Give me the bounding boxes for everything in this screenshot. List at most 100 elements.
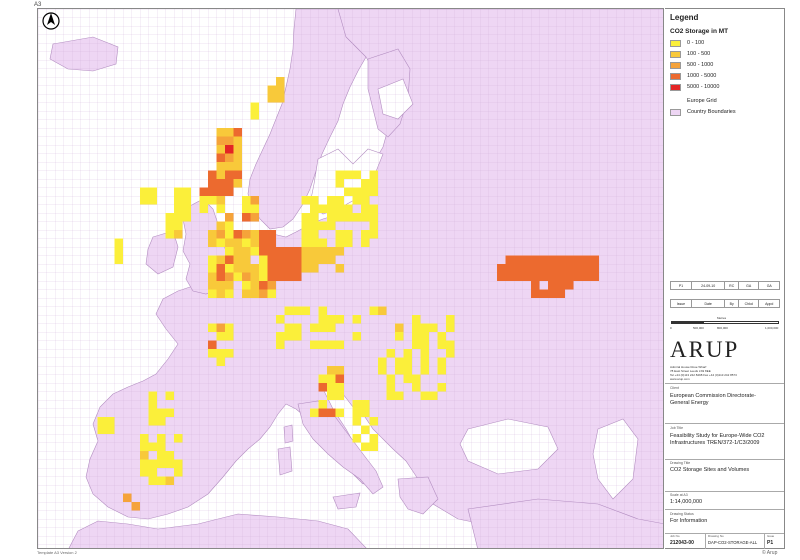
storage-cell[interactable] xyxy=(327,196,336,205)
storage-cell[interactable] xyxy=(318,238,328,248)
storage-cell[interactable] xyxy=(548,289,557,299)
storage-cell[interactable] xyxy=(344,204,353,214)
storage-cell[interactable] xyxy=(531,255,540,265)
storage-cell[interactable] xyxy=(318,374,328,384)
storage-cell[interactable] xyxy=(573,255,583,265)
storage-cell[interactable] xyxy=(208,264,217,273)
storage-cell[interactable] xyxy=(276,272,285,282)
storage-cell[interactable] xyxy=(242,264,251,273)
storage-cell[interactable] xyxy=(318,323,328,333)
storage-cell[interactable] xyxy=(225,332,234,341)
storage-cell[interactable] xyxy=(225,187,234,197)
storage-cell[interactable] xyxy=(327,221,336,231)
storage-cell[interactable] xyxy=(250,111,260,120)
storage-cell[interactable] xyxy=(361,187,370,197)
storage-cell[interactable] xyxy=(267,264,277,273)
storage-cell[interactable] xyxy=(165,451,175,460)
storage-cell[interactable] xyxy=(208,349,217,358)
storage-cell[interactable] xyxy=(582,264,591,273)
storage-cell[interactable] xyxy=(225,153,234,163)
storage-cell[interactable] xyxy=(310,230,319,239)
storage-cell[interactable] xyxy=(276,94,285,103)
storage-cell[interactable] xyxy=(208,255,217,265)
storage-cell[interactable] xyxy=(259,255,268,265)
storage-cell[interactable] xyxy=(301,221,311,231)
storage-cell[interactable] xyxy=(250,238,260,248)
storage-cell[interactable] xyxy=(335,179,345,188)
storage-cell[interactable] xyxy=(573,272,583,282)
storage-cell[interactable] xyxy=(267,94,277,103)
storage-cell[interactable] xyxy=(233,162,243,171)
storage-cell[interactable] xyxy=(208,272,217,282)
storage-cell[interactable] xyxy=(352,187,362,197)
storage-cell[interactable] xyxy=(505,264,515,273)
storage-cell[interactable] xyxy=(514,272,523,282)
storage-cell[interactable] xyxy=(437,332,447,341)
storage-cell[interactable] xyxy=(437,357,447,367)
storage-cell[interactable] xyxy=(335,340,345,350)
storage-cell[interactable] xyxy=(216,145,226,154)
storage-cell[interactable] xyxy=(335,230,345,239)
storage-cell[interactable] xyxy=(250,272,260,282)
storage-cell[interactable] xyxy=(267,230,277,239)
storage-cell[interactable] xyxy=(539,264,549,273)
storage-cell[interactable] xyxy=(165,221,175,231)
storage-cell[interactable] xyxy=(174,434,183,443)
storage-cell[interactable] xyxy=(301,255,311,265)
storage-cell[interactable] xyxy=(412,383,421,392)
storage-cell[interactable] xyxy=(378,366,387,375)
storage-cell[interactable] xyxy=(165,230,175,239)
storage-cell[interactable] xyxy=(225,349,234,358)
storage-cell[interactable] xyxy=(208,238,217,248)
storage-cell[interactable] xyxy=(556,281,566,290)
storage-cell[interactable] xyxy=(301,196,311,205)
storage-cell[interactable] xyxy=(157,417,166,426)
storage-cell[interactable] xyxy=(344,238,353,248)
storage-cell[interactable] xyxy=(310,247,319,256)
storage-cell[interactable] xyxy=(233,247,243,256)
storage-cell[interactable] xyxy=(140,196,149,205)
storage-cell[interactable] xyxy=(352,434,362,443)
storage-cell[interactable] xyxy=(148,196,158,205)
storage-cell[interactable] xyxy=(301,247,311,256)
storage-cell[interactable] xyxy=(582,272,591,282)
storage-cell[interactable] xyxy=(225,289,234,299)
storage-cell[interactable] xyxy=(318,255,328,265)
storage-cell[interactable] xyxy=(318,408,328,418)
storage-cell[interactable] xyxy=(369,187,379,197)
storage-cell[interactable] xyxy=(216,289,226,299)
storage-cell[interactable] xyxy=(386,349,396,358)
storage-cell[interactable] xyxy=(276,315,285,324)
storage-cell[interactable] xyxy=(556,289,566,299)
storage-cell[interactable] xyxy=(318,204,328,214)
storage-cell[interactable] xyxy=(242,196,251,205)
storage-cell[interactable] xyxy=(293,323,302,333)
storage-cell[interactable] xyxy=(216,323,226,333)
storage-cell[interactable] xyxy=(250,204,260,214)
storage-cell[interactable] xyxy=(250,281,260,290)
storage-cell[interactable] xyxy=(361,400,370,409)
storage-cell[interactable] xyxy=(276,340,285,350)
storage-cell[interactable] xyxy=(276,85,285,95)
storage-cell[interactable] xyxy=(335,315,345,324)
storage-cell[interactable] xyxy=(225,170,234,180)
storage-cell[interactable] xyxy=(225,281,234,290)
storage-cell[interactable] xyxy=(157,476,166,486)
storage-cell[interactable] xyxy=(216,272,226,282)
storage-cell[interactable] xyxy=(148,468,158,477)
storage-cell[interactable] xyxy=(208,281,217,290)
storage-cell[interactable] xyxy=(276,264,285,273)
storage-cell[interactable] xyxy=(361,238,370,248)
storage-cell[interactable] xyxy=(327,408,336,418)
storage-cell[interactable] xyxy=(318,400,328,409)
storage-cell[interactable] xyxy=(522,264,532,273)
storage-cell[interactable] xyxy=(497,264,506,273)
storage-cell[interactable] xyxy=(174,230,183,239)
storage-cell[interactable] xyxy=(242,272,251,282)
storage-cell[interactable] xyxy=(208,187,217,197)
storage-cell[interactable] xyxy=(335,391,345,401)
storage-cell[interactable] xyxy=(148,417,158,426)
storage-cell[interactable] xyxy=(327,213,336,222)
storage-cell[interactable] xyxy=(412,323,421,333)
storage-cell[interactable] xyxy=(369,442,379,452)
